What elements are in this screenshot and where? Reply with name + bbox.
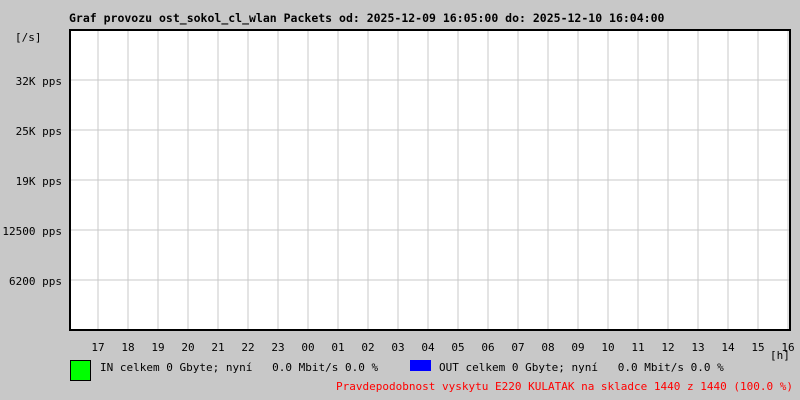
x-tick-label: 12 bbox=[661, 341, 674, 354]
y-tick-label: 32K pps bbox=[16, 75, 62, 88]
x-tick-label: 15 bbox=[751, 341, 764, 354]
x-tick-label: 10 bbox=[601, 341, 614, 354]
grid bbox=[71, 31, 789, 329]
x-ticks: 17 18 19 20 21 22 23 00 01 02 03 04 05 06 07 08 09 10 11 12… bbox=[91, 341, 794, 354]
y-tick-label: 19K pps bbox=[16, 175, 62, 188]
x-tick-label: 04 bbox=[421, 341, 435, 354]
x-tick-label: 07 bbox=[511, 341, 524, 354]
y-ticks: 6200 pps 12500 pps 19K pps 25K pps 32K pps bbox=[2, 75, 62, 288]
x-tick-label: 20 bbox=[181, 341, 194, 354]
x-tick-label: 13 bbox=[691, 341, 704, 354]
x-tick-label: 14 bbox=[721, 341, 735, 354]
x-tick-label: 03 bbox=[391, 341, 404, 354]
x-tick-label: 09 bbox=[571, 341, 584, 354]
x-tick-label: 21 bbox=[211, 341, 224, 354]
legend-out-swatch bbox=[410, 360, 431, 371]
x-tick-label: 16 bbox=[781, 341, 794, 354]
x-tick-label: 18 bbox=[121, 341, 134, 354]
legend-out-text: OUT celkem 0 Gbyte; nyní 0.0 Mbit/s 0.0 … bbox=[439, 361, 724, 374]
footer-note: Pravdepodobnost vyskytu E220 KULATAK na … bbox=[336, 380, 793, 393]
x-tick-label: 02 bbox=[361, 341, 374, 354]
x-tick-label: 11 bbox=[631, 341, 644, 354]
x-tick-label: 05 bbox=[451, 341, 464, 354]
x-tick-label: 01 bbox=[331, 341, 344, 354]
legend-in-swatch bbox=[70, 360, 91, 381]
x-tick-label: 22 bbox=[241, 341, 254, 354]
x-tick-label: 23 bbox=[271, 341, 284, 354]
y-tick-label: 6200 pps bbox=[9, 275, 62, 288]
y-tick-label: 25K pps bbox=[16, 125, 62, 138]
x-tick-label: 17 bbox=[91, 341, 104, 354]
x-tick-label: 08 bbox=[541, 341, 554, 354]
x-tick-label: 00 bbox=[301, 341, 314, 354]
x-tick-label: 06 bbox=[481, 341, 494, 354]
y-tick-label: 12500 pps bbox=[2, 225, 62, 238]
plot-border bbox=[69, 29, 791, 331]
chart-title: Graf provozu ost_sokol_cl_wlan Packets o… bbox=[69, 11, 665, 26]
x-axis-unit: [h] bbox=[770, 349, 790, 362]
x-tick-label: 19 bbox=[151, 341, 164, 354]
y-axis-unit: [/s] bbox=[15, 31, 42, 44]
legend-in-text: IN celkem 0 Gbyte; nyní 0.0 Mbit/s 0.0 % bbox=[100, 361, 379, 374]
